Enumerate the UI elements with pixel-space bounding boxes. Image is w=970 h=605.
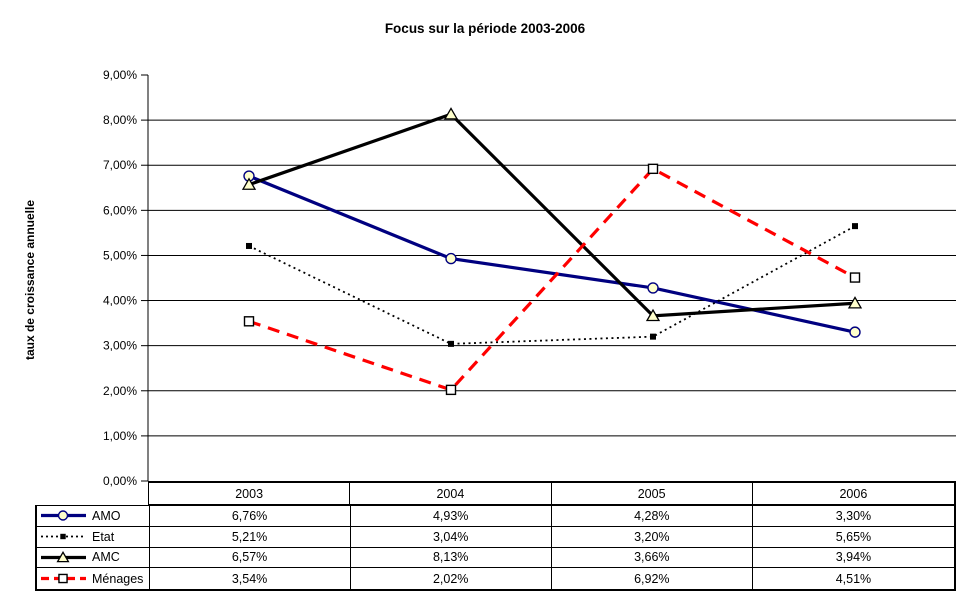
y-tick-label: 2,00% [103,384,137,398]
table-value-cell: 5,65% [752,526,954,548]
square-filled-marker [246,242,252,249]
table-value-cell: 6,76% [149,506,351,527]
y-tick-label: 6,00% [103,203,137,217]
series-line-Etat [248,225,856,345]
data-table-body: AMO 6,76% 4,93% 4,28% 3,30% Etat 5,21% 3,04% 3,2… [35,505,956,591]
legend-key-Etat: Etat [37,526,150,548]
triangle-marker [241,177,257,190]
series-name: Ménages [92,571,144,586]
square-open-marker [58,573,68,584]
series-name: Etat [92,529,115,544]
triangle-marker [645,308,661,322]
legend-key-Ménages: Ménages [37,568,150,589]
legend-line-sample-icon [41,550,86,563]
circle-marker [647,282,659,294]
triangle-marker [56,550,70,563]
legend-line-sample-icon [41,573,86,584]
y-tick-label: 4,00% [103,294,137,308]
square-filled-marker [650,333,656,340]
table-value-cell: 5,21% [149,526,351,548]
table-value-cell: 4,93% [350,506,552,527]
year-header-cell: 2003 [149,483,351,504]
circle-marker [57,510,69,522]
year-header-cell: 2004 [350,483,552,504]
circle-marker [849,326,861,338]
table-value-cell: 3,66% [551,547,753,569]
series-name: AMO [92,508,121,523]
table-value-cell: 3,20% [551,526,753,548]
table-year-header-row: 2003 2004 2005 2006 [148,481,956,505]
year-header-cell: 2005 [552,483,753,504]
table-value-cell: 2,02% [350,568,552,589]
y-tick-label: 8,00% [103,113,137,127]
square-filled-marker [852,223,858,230]
y-tick-label: 5,00% [103,248,137,262]
legend-line-sample-icon [41,510,86,522]
square-open-marker [445,384,457,396]
circle-marker [445,252,457,265]
chart-title: Focus sur la période 2003-2006 [384,21,586,36]
y-tick-label: 0,00% [103,474,137,488]
table-value-cell: 4,51% [752,568,954,589]
square-open-marker [243,316,255,327]
table-value-cell: 3,30% [752,506,954,527]
legend-line-sample-icon [41,533,86,540]
legend-key-AMO: AMO [37,506,150,527]
triangle-marker [443,107,459,120]
table-value-cell: 3,94% [752,547,954,569]
series-name: AMC [92,550,120,565]
table-value-cell: 8,13% [350,547,552,569]
series-line-Ménages [248,166,856,392]
table-value-cell: 4,28% [551,506,753,527]
y-tick-label: 3,00% [103,339,137,353]
table-value-cell: 6,57% [149,547,351,569]
square-open-marker [647,163,659,175]
y-tick-label: 9,00% [103,68,137,82]
triangle-marker [847,296,863,309]
series-line-AMC [248,112,856,318]
square-filled-marker [60,533,66,540]
table-value-cell: 3,04% [350,526,552,548]
square-filled-marker [448,340,454,347]
y-tick-label: 7,00% [103,158,137,172]
table-value-cell: 3,54% [149,568,351,589]
square-open-marker [849,272,861,283]
legend-key-AMC: AMC [37,547,150,569]
year-header-cell: 2006 [839,486,868,501]
table-value-cell: 6,92% [551,568,753,589]
y-tick-label: 1,00% [103,429,137,443]
